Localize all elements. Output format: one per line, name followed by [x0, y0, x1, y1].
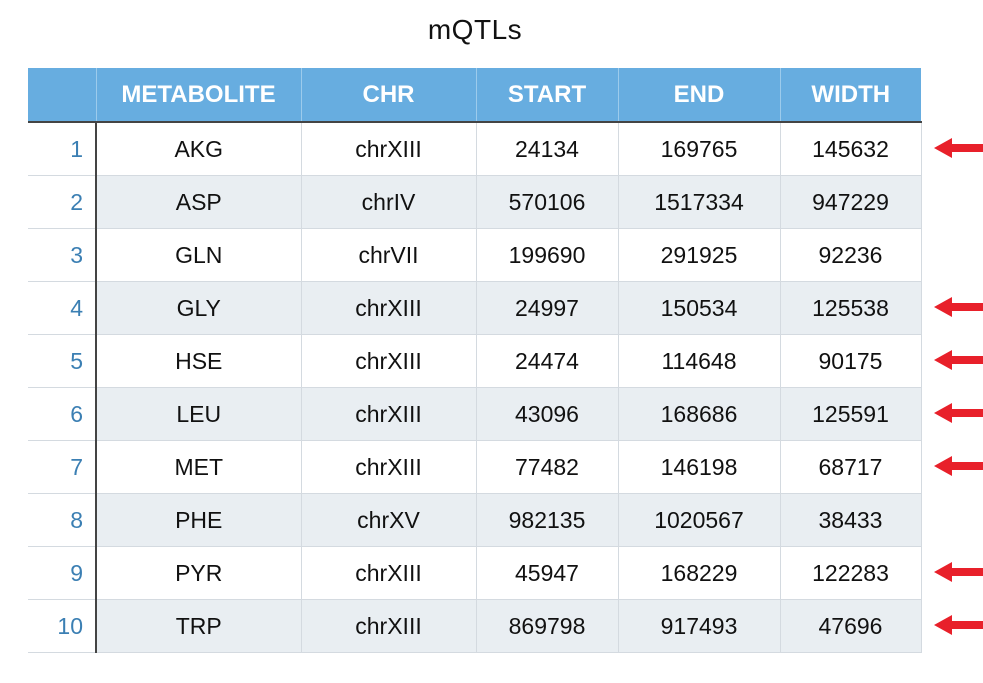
table-body: 1 AKG chrXIII 24134 169765 145632 2 ASP chrIV 570…	[28, 121, 922, 653]
end-cell: 168229	[618, 546, 781, 600]
start-cell: 24997	[476, 281, 619, 335]
start-cell: 24474	[476, 334, 619, 388]
arrow-slot	[930, 387, 983, 440]
column-header-metabolite: METABOLITE	[96, 68, 302, 122]
metabolite-cell: GLY	[96, 281, 302, 335]
row-marker-column	[930, 122, 983, 652]
end-cell: 917493	[618, 599, 781, 653]
width-cell: 947229	[780, 175, 922, 229]
chr-cell: chrXIII	[301, 121, 477, 176]
table-row: 7 MET chrXIII 77482 146198 68717	[28, 440, 922, 494]
arrow-slot	[930, 175, 983, 228]
chr-cell: chrIV	[301, 175, 477, 229]
chr-cell: chrVII	[301, 228, 477, 282]
row-index: 9	[28, 546, 97, 600]
row-index: 6	[28, 387, 97, 441]
column-header-width: WIDTH	[780, 68, 921, 122]
metabolite-cell: HSE	[96, 334, 302, 388]
metabolite-cell: GLN	[96, 228, 302, 282]
end-cell: 146198	[618, 440, 781, 494]
left-arrow-icon	[934, 615, 983, 635]
end-cell: 150534	[618, 281, 781, 335]
chr-cell: chrXIII	[301, 281, 477, 335]
left-arrow-icon	[934, 297, 983, 317]
table-row: 10 TRP chrXIII 869798 917493 47696	[28, 599, 922, 653]
metabolite-cell: LEU	[96, 387, 302, 441]
width-cell: 90175	[780, 334, 922, 388]
row-index: 1	[28, 121, 97, 176]
width-cell: 145632	[780, 121, 922, 176]
row-index: 4	[28, 281, 97, 335]
width-cell: 47696	[780, 599, 922, 653]
left-arrow-icon	[934, 403, 983, 423]
width-cell: 68717	[780, 440, 922, 494]
arrow-slot	[930, 440, 983, 493]
metabolite-cell: MET	[96, 440, 302, 494]
metabolite-cell: ASP	[96, 175, 302, 229]
table-row: 3 GLN chrVII 199690 291925 92236	[28, 228, 922, 282]
end-cell: 168686	[618, 387, 781, 441]
chr-cell: chrXIII	[301, 387, 477, 441]
chr-cell: chrXIII	[301, 440, 477, 494]
width-cell: 125538	[780, 281, 922, 335]
arrow-slot	[930, 122, 983, 175]
start-cell: 869798	[476, 599, 619, 653]
chr-cell: chrXV	[301, 493, 477, 547]
arrow-slot	[930, 334, 983, 387]
arrow-slot	[930, 281, 983, 334]
start-cell: 43096	[476, 387, 619, 441]
metabolite-cell: PYR	[96, 546, 302, 600]
column-header-end: END	[618, 68, 781, 122]
row-index: 8	[28, 493, 97, 547]
width-cell: 92236	[780, 228, 922, 282]
row-index: 10	[28, 599, 97, 653]
width-cell: 122283	[780, 546, 922, 600]
row-index: 5	[28, 334, 97, 388]
table-title: mQTLs	[427, 14, 523, 45]
end-cell: 169765	[618, 121, 781, 176]
left-arrow-icon	[934, 350, 983, 370]
metabolite-cell: AKG	[96, 121, 302, 176]
end-cell: 291925	[618, 228, 781, 282]
table-row: 2 ASP chrIV 570106 1517334 947229	[28, 175, 922, 229]
table-row: 8 PHE chrXV 982135 1020567 38433	[28, 493, 922, 547]
table-header-row: METABOLITE CHR START END WIDTH	[28, 68, 921, 122]
row-index: 3	[28, 228, 97, 282]
end-cell: 1517334	[618, 175, 781, 229]
table-row: 1 AKG chrXIII 24134 169765 145632	[28, 121, 922, 176]
table-row: 6 LEU chrXIII 43096 168686 125591	[28, 387, 922, 441]
chr-cell: chrXIII	[301, 599, 477, 653]
arrow-slot	[930, 599, 983, 652]
column-header-start: START	[476, 68, 619, 122]
start-cell: 45947	[476, 546, 619, 600]
start-cell: 24134	[476, 121, 619, 176]
table-row: 5 HSE chrXIII 24474 114648 90175	[28, 334, 922, 388]
chr-cell: chrXIII	[301, 546, 477, 600]
table-row: 9 PYR chrXIII 45947 168229 122283	[28, 546, 922, 600]
end-cell: 114648	[618, 334, 781, 388]
left-arrow-icon	[934, 138, 983, 158]
chr-cell: chrXIII	[301, 334, 477, 388]
left-arrow-icon	[934, 562, 983, 582]
metabolite-cell: PHE	[96, 493, 302, 547]
start-cell: 570106	[476, 175, 619, 229]
start-cell: 982135	[476, 493, 619, 547]
row-index: 7	[28, 440, 97, 494]
start-cell: 199690	[476, 228, 619, 282]
row-index: 2	[28, 175, 97, 229]
mqtl-table: METABOLITE CHR START END WIDTH 1 AKG chrXI…	[28, 68, 922, 653]
end-cell: 1020567	[618, 493, 781, 547]
column-header-chr: CHR	[301, 68, 477, 122]
start-cell: 77482	[476, 440, 619, 494]
table-row: 4 GLY chrXIII 24997 150534 125538	[28, 281, 922, 335]
metabolite-cell: TRP	[96, 599, 302, 653]
column-header-index	[28, 68, 97, 122]
arrow-slot	[930, 546, 983, 599]
left-arrow-icon	[934, 456, 983, 476]
width-cell: 125591	[780, 387, 922, 441]
arrow-slot	[930, 228, 983, 281]
width-cell: 38433	[780, 493, 922, 547]
arrow-slot	[930, 493, 983, 546]
